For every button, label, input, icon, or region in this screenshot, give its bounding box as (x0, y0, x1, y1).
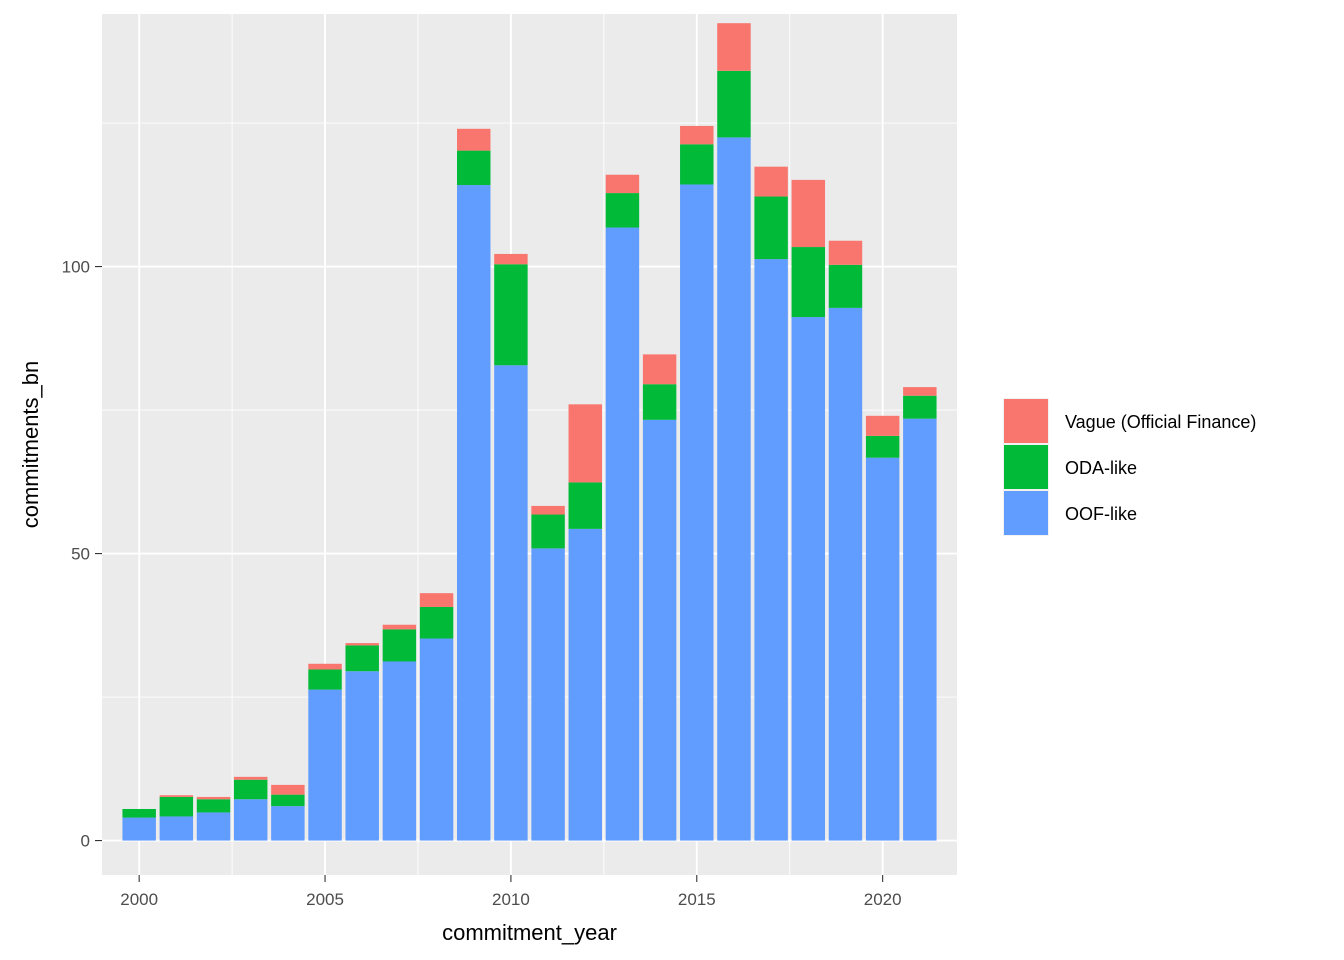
bar-2016-vague-official-finance (717, 23, 751, 71)
y-tick-label: 100 (62, 258, 90, 277)
bar-2015-oof-like (680, 184, 714, 841)
bar-2001-vague-official-finance (159, 795, 194, 797)
bar-2019-vague-official-finance (828, 240, 863, 265)
bar-2003-oof-like (233, 799, 268, 841)
bar-2000-oof-like (122, 817, 156, 841)
bar-2007-oof-like (382, 661, 417, 841)
bar-2018-vague-official-finance (791, 179, 826, 248)
bar-2008-oof-like (419, 638, 454, 841)
x-axis: 2000 2005 2010 2015 2020 (120, 875, 902, 909)
bar-2008-oda-like (419, 606, 454, 639)
bar-2020-vague-official-finance (865, 415, 900, 436)
bar-2009-vague-official-finance (457, 128, 491, 151)
bar-2006-oda-like (345, 645, 379, 672)
legend-label: Vague (Official Finance) (1065, 412, 1256, 432)
bar-2019-oda-like (828, 264, 863, 308)
bar-2010-oda-like (494, 264, 528, 366)
bar-2014-oof-like (642, 419, 677, 841)
bar-2009-oda-like (457, 150, 491, 186)
bar-2012-oda-like (568, 482, 602, 529)
x-axis-title: commitment_year (442, 920, 617, 945)
bar-2007-vague-official-finance (382, 624, 417, 630)
y-tick-label: 50 (71, 545, 90, 564)
bar-2011-vague-official-finance (531, 505, 565, 515)
bar-2020-oda-like (865, 435, 900, 458)
bar-2001-oof-like (159, 816, 194, 841)
bar-2015-oda-like (680, 144, 714, 185)
bar-2002-oda-like (196, 799, 231, 813)
bars (122, 23, 937, 841)
bar-2004-oda-like (271, 794, 305, 807)
bar-2014-oda-like (642, 384, 677, 420)
bar-2007-oda-like (382, 629, 417, 662)
bar-2020-oof-like (865, 457, 900, 841)
bar-2016-oda-like (717, 70, 751, 138)
bar-2013-vague-official-finance (605, 174, 640, 194)
legend: Vague (Official Finance) ODA-like OOF-like (1003, 398, 1256, 536)
bar-2018-oda-like (791, 247, 826, 318)
y-axis-title: commitments_bn (18, 361, 43, 529)
bar-2002-vague-official-finance (196, 796, 231, 800)
x-tick-label: 2005 (306, 890, 344, 909)
bar-2013-oof-like (605, 227, 640, 841)
bar-2021-oda-like (903, 395, 937, 419)
bar-2017-oof-like (754, 259, 788, 841)
legend-label: ODA-like (1065, 458, 1137, 478)
bar-2004-vague-official-finance (271, 784, 305, 795)
legend-swatch (1004, 399, 1048, 443)
x-tick-label: 2000 (120, 890, 158, 909)
legend-swatch (1004, 445, 1048, 489)
legend-label: OOF-like (1065, 504, 1137, 524)
bar-2013-oda-like (605, 193, 640, 228)
bar-2005-vague-official-finance (308, 663, 342, 670)
bar-2021-oof-like (903, 418, 937, 841)
bar-2017-vague-official-finance (754, 166, 788, 197)
x-tick-label: 2010 (492, 890, 530, 909)
bar-2009-oof-like (457, 185, 491, 841)
bar-2001-oda-like (159, 796, 194, 817)
bar-2002-oof-like (196, 812, 231, 841)
bar-2010-vague-official-finance (494, 253, 528, 265)
bar-2005-oda-like (308, 669, 342, 690)
bar-2019-oof-like (828, 307, 863, 841)
bar-2006-oof-like (345, 671, 379, 841)
bar-2016-oof-like (717, 137, 751, 841)
bar-2015-vague-official-finance (680, 125, 714, 145)
bar-2014-vague-official-finance (642, 354, 677, 385)
x-tick-label: 2020 (864, 890, 902, 909)
bar-2017-oda-like (754, 196, 788, 260)
y-axis: 0 50 100 (62, 258, 102, 851)
bar-2010-oof-like (494, 365, 528, 841)
bar-2012-vague-official-finance (568, 404, 602, 483)
y-tick-label: 0 (81, 832, 90, 851)
bar-2003-vague-official-finance (233, 776, 268, 780)
bar-2021-vague-official-finance (903, 387, 937, 396)
x-tick-label: 2015 (678, 890, 716, 909)
bar-2011-oda-like (531, 514, 565, 549)
legend-swatch (1004, 491, 1048, 535)
bar-2000-oda-like (122, 808, 156, 818)
bar-2003-oda-like (233, 779, 268, 800)
bar-2011-oof-like (531, 548, 565, 841)
bar-2005-oof-like (308, 689, 342, 841)
bar-2018-oof-like (791, 317, 826, 841)
bar-2008-vague-official-finance (419, 593, 454, 607)
bar-2006-vague-official-finance (345, 643, 379, 646)
bar-2004-oof-like (271, 806, 305, 841)
bar-2012-oof-like (568, 528, 602, 841)
